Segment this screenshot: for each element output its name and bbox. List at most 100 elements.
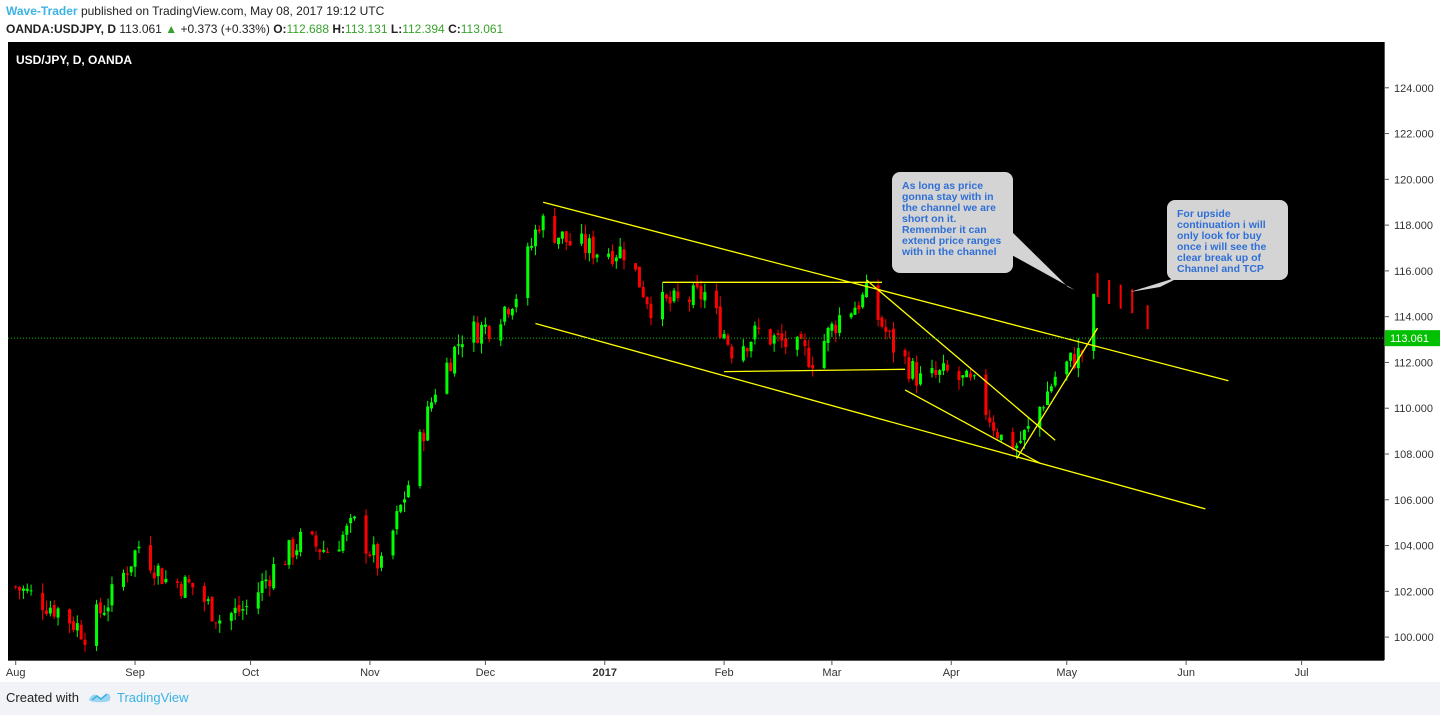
candle-body — [68, 609, 72, 624]
candle-body — [453, 346, 457, 374]
candle-body — [772, 335, 776, 344]
candle-body — [14, 586, 18, 588]
candle-body — [483, 324, 487, 327]
footer: Created with TradingView — [0, 682, 1440, 715]
candle-body — [568, 240, 572, 246]
candle-body — [245, 606, 249, 608]
candle-body — [503, 306, 507, 322]
publication-header: Wave-Trader published on TradingView.com… — [0, 0, 1440, 42]
candle-body — [780, 333, 784, 341]
candle-body — [456, 344, 460, 346]
candle-body — [1065, 361, 1069, 375]
candle-body — [838, 315, 842, 333]
author-link[interactable]: Wave-Trader — [6, 4, 78, 18]
candle-body — [992, 422, 996, 431]
candle-body — [849, 313, 853, 318]
low-value: 112.394 — [402, 22, 445, 36]
candle-body — [25, 588, 29, 591]
candle-body — [368, 554, 372, 556]
candle-body — [202, 585, 206, 602]
candle-body — [826, 327, 830, 343]
candle-body — [45, 610, 48, 614]
candle-body — [1038, 406, 1042, 428]
candle-body — [676, 291, 680, 299]
candle-body — [476, 322, 480, 343]
candle-body — [514, 298, 518, 308]
candle-body — [175, 581, 179, 583]
candle-body — [460, 344, 464, 348]
candle-body — [510, 308, 514, 316]
candle-body — [580, 233, 584, 244]
candle-body — [911, 360, 915, 379]
candle-body — [803, 340, 807, 347]
x-tick-label: Oct — [242, 667, 259, 679]
x-tick-label: May — [1056, 667, 1077, 679]
candle-body — [614, 257, 618, 262]
candle-body — [865, 283, 869, 298]
callout-left: As long as price gonna stay with in the … — [892, 172, 1013, 273]
y-tick-label: 102.000 — [1394, 586, 1434, 598]
published-text: published on TradingView.com, May 08, 20… — [80, 4, 385, 18]
x-tick-label: Jun — [1177, 667, 1195, 679]
candle-body — [426, 406, 430, 441]
candle-body — [795, 336, 799, 350]
candle-body — [618, 246, 622, 259]
candle-body — [268, 580, 272, 587]
candle-body — [861, 294, 865, 308]
candle-body — [830, 323, 834, 331]
candle-body — [1049, 386, 1053, 392]
candle-body — [399, 504, 403, 512]
candle-body — [372, 544, 376, 556]
open-label: O: — [273, 22, 287, 36]
candle-body — [449, 362, 453, 372]
candle-body — [83, 639, 87, 645]
candle-body — [233, 607, 237, 614]
candle-body — [183, 576, 187, 598]
candle-body — [564, 231, 568, 243]
candle-body — [1046, 391, 1049, 406]
x-tick-label: Mar — [822, 667, 841, 679]
candle-body — [741, 346, 745, 361]
candle-body — [322, 550, 326, 552]
trendline-range-bottom — [724, 368, 906, 373]
candle-body — [1069, 352, 1073, 361]
tradingview-logo-icon[interactable] — [88, 688, 112, 706]
candle-body — [915, 362, 919, 386]
tradingview-link[interactable]: TradingView — [117, 690, 189, 705]
ohlc-line: OANDA:USDJPY, D 113.061 ▲ +0.373 (+0.33%… — [6, 22, 503, 36]
trendline-wedge-upper — [866, 279, 1056, 441]
candle-body — [29, 590, 33, 592]
candle-body — [649, 303, 653, 319]
candle-body — [21, 588, 25, 591]
candle-body — [395, 511, 399, 530]
y-tick-label: 110.000 — [1394, 403, 1433, 415]
candle-body — [353, 516, 356, 519]
candle-body — [125, 573, 129, 575]
last-price-badge — [1385, 330, 1440, 347]
candle-body — [892, 328, 895, 353]
chart-title: USD/JPY, D, OANDA — [16, 53, 132, 67]
candle-body — [237, 605, 241, 612]
y-tick-label: 104.000 — [1394, 541, 1434, 553]
candle-body — [403, 499, 407, 503]
candle-body — [206, 599, 210, 602]
x-tick-label: Sep — [125, 667, 145, 679]
candle-body — [907, 357, 911, 380]
candle-body — [433, 394, 437, 403]
candle-body — [768, 329, 772, 345]
high-label: H: — [332, 22, 346, 36]
trendline-breakout-rising — [1016, 327, 1099, 459]
candle-body — [857, 305, 861, 310]
candle-body — [341, 534, 345, 551]
candle-body — [730, 346, 734, 359]
y-tick-label: 122.000 — [1394, 129, 1434, 141]
candle-body — [187, 579, 191, 583]
candle-body — [641, 286, 645, 298]
created-with-text: Created with — [6, 690, 79, 705]
chart-frame: 100.000 102.000 104.000 106.000 108.000 110.0… — [0, 42, 1440, 682]
candle-body — [969, 373, 972, 378]
candle-body — [260, 580, 264, 593]
price-chart[interactable]: 100.000 102.000 104.000 106.000 108.000 110.0… — [0, 42, 1440, 682]
y-tick-label: 124.000 — [1394, 83, 1434, 95]
candle-body — [880, 317, 884, 327]
